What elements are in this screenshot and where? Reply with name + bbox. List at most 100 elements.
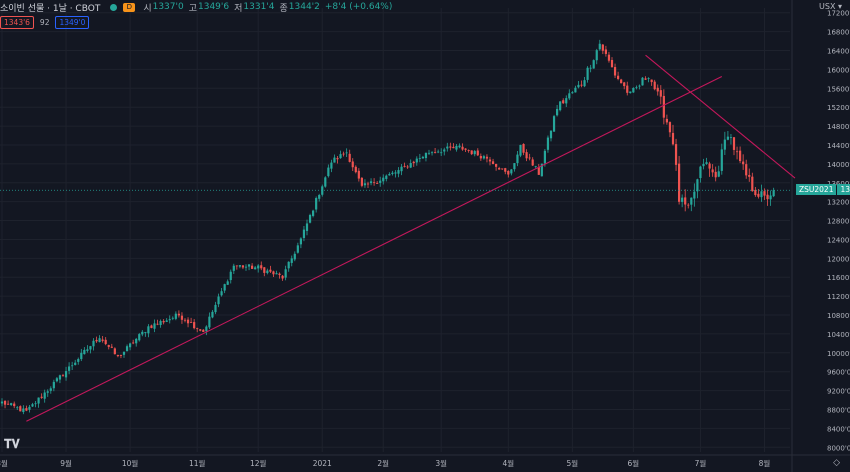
candle-body bbox=[403, 165, 406, 167]
x-tick-label: 6월 bbox=[628, 458, 640, 468]
candle-body bbox=[302, 229, 306, 238]
high-value: 1349'6 bbox=[198, 2, 230, 12]
candle-body bbox=[366, 183, 370, 185]
candle-body bbox=[635, 87, 638, 89]
y-tick-label: 12000'0 bbox=[827, 255, 850, 263]
y-tick-label: 13600'0 bbox=[827, 180, 850, 188]
candle-body bbox=[138, 334, 141, 341]
candle-body bbox=[34, 403, 37, 405]
candle-body bbox=[482, 156, 485, 159]
candle-body bbox=[150, 325, 153, 328]
candle-body bbox=[717, 171, 720, 177]
candle-body bbox=[665, 118, 668, 123]
candle-body bbox=[562, 100, 565, 104]
candle-body bbox=[592, 60, 595, 69]
candle-body bbox=[318, 195, 321, 199]
candle-body bbox=[760, 191, 763, 198]
candle-body bbox=[52, 381, 55, 389]
y-tick-label: 8000'0 bbox=[827, 444, 850, 452]
x-tick-label: 4월 bbox=[502, 458, 514, 468]
symbol-header[interactable]: 소이빈 선물 · 1날 · CBOT D 시 1337'0 고 1349'6 저 13… bbox=[0, 0, 397, 14]
candle-body bbox=[620, 79, 623, 84]
candle-body bbox=[467, 150, 470, 152]
candle-body bbox=[507, 170, 510, 175]
candle-body bbox=[324, 177, 327, 187]
bid-price-box[interactable]: 1343'6 bbox=[0, 16, 34, 29]
candle-body bbox=[107, 345, 110, 347]
candle-body bbox=[290, 258, 293, 263]
candle-body bbox=[598, 43, 601, 50]
candle-body bbox=[321, 186, 324, 195]
candle-body bbox=[77, 359, 80, 362]
candle-body bbox=[382, 177, 385, 182]
trendline-uptrend-support[interactable] bbox=[26, 75, 723, 422]
candle-body bbox=[406, 166, 409, 168]
candle-body bbox=[183, 319, 187, 321]
candle-body bbox=[574, 87, 577, 93]
y-tick-label: 8800'0 bbox=[827, 406, 850, 414]
candle-body bbox=[22, 408, 25, 413]
currency-selector[interactable]: USX ▾ bbox=[819, 2, 842, 11]
candle-body bbox=[690, 197, 693, 205]
market-status-dot bbox=[110, 3, 118, 11]
candle-body bbox=[580, 84, 583, 86]
candle-body bbox=[546, 137, 550, 150]
candle-body bbox=[668, 122, 672, 133]
candle-body bbox=[495, 163, 498, 167]
candle-body bbox=[257, 265, 260, 269]
candle-body bbox=[315, 198, 318, 210]
candle-body bbox=[674, 144, 678, 165]
candle-body bbox=[190, 321, 193, 323]
tradingview-logo-icon[interactable]: 𝐓𝐕 bbox=[4, 437, 20, 451]
candle-body bbox=[708, 163, 711, 169]
candle-body bbox=[613, 67, 617, 76]
candle-body bbox=[113, 348, 116, 355]
candle-body bbox=[589, 67, 592, 69]
candle-body bbox=[458, 145, 461, 148]
trendline-downtrend-resistance[interactable] bbox=[645, 54, 796, 179]
candle-body bbox=[510, 169, 513, 174]
candle-body bbox=[333, 157, 336, 163]
candle-body bbox=[360, 177, 363, 186]
candle-body bbox=[421, 156, 424, 159]
y-tick-label: 10400'0 bbox=[827, 331, 850, 339]
candle-body bbox=[46, 391, 49, 393]
candle-body bbox=[299, 238, 302, 245]
candle-body bbox=[412, 161, 415, 164]
candle-body bbox=[726, 136, 729, 140]
candle-body bbox=[446, 146, 449, 149]
candle-body bbox=[400, 166, 403, 172]
y-tick-label: 11200'0 bbox=[827, 293, 850, 301]
candle-body bbox=[513, 163, 516, 170]
candle-body bbox=[571, 92, 574, 94]
y-tick-label: 14400'0 bbox=[827, 142, 850, 150]
symbol-title[interactable]: 소이빈 선물 · 1날 · CBOT bbox=[0, 3, 101, 14]
candle-body bbox=[238, 265, 241, 267]
candle-body bbox=[772, 190, 775, 197]
candle-body bbox=[638, 85, 641, 87]
candle-body bbox=[162, 321, 165, 323]
ask-price-box[interactable]: 1349'0 bbox=[55, 16, 90, 29]
candle-body bbox=[254, 267, 257, 270]
candle-body bbox=[528, 157, 531, 159]
settings-gear-icon[interactable]: ◇ bbox=[833, 458, 840, 468]
x-tick-label: 9월 bbox=[60, 458, 72, 468]
candle-body bbox=[269, 269, 272, 272]
candle-body bbox=[363, 183, 367, 186]
candle-body bbox=[397, 170, 400, 174]
candle-body bbox=[687, 204, 690, 206]
candle-body bbox=[757, 193, 760, 197]
candle-body bbox=[388, 174, 391, 176]
candle-body bbox=[159, 320, 162, 326]
candle-body bbox=[702, 163, 705, 167]
candle-body bbox=[43, 392, 46, 399]
candle-body bbox=[83, 349, 86, 355]
low-label: 저 bbox=[234, 3, 243, 14]
y-tick-label: 9600'0 bbox=[827, 369, 850, 377]
candle-body bbox=[732, 137, 736, 150]
candle-body bbox=[348, 153, 351, 162]
candle-body bbox=[104, 339, 107, 345]
candle-body bbox=[232, 265, 235, 271]
